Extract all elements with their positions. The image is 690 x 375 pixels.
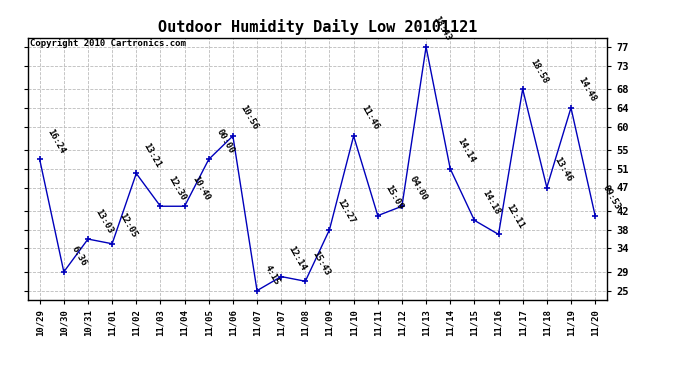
Text: 18:58: 18:58 [529,57,549,85]
Text: 14:14: 14:14 [456,137,477,165]
Text: 14:18: 14:18 [480,188,501,216]
Text: 12:05: 12:05 [118,212,139,240]
Text: 13:21: 13:21 [142,141,163,169]
Text: 16:24: 16:24 [46,128,66,155]
Text: 10:40: 10:40 [190,174,211,202]
Text: 00:00: 00:00 [215,128,235,155]
Text: 09:53: 09:53 [601,184,622,211]
Text: 15:43: 15:43 [311,249,332,277]
Text: 4:15: 4:15 [263,263,281,286]
Text: 13:46: 13:46 [553,156,573,183]
Text: 6:36: 6:36 [70,244,88,268]
Text: 12:14: 12:14 [287,244,308,272]
Text: 12:11: 12:11 [504,202,525,230]
Text: 10:56: 10:56 [239,104,259,132]
Text: 13:03: 13:03 [94,207,115,235]
Text: 11:46: 11:46 [359,104,380,132]
Title: Outdoor Humidity Daily Low 20101121: Outdoor Humidity Daily Low 20101121 [158,19,477,35]
Text: 15:09: 15:09 [384,184,404,211]
Text: 14:48: 14:48 [577,76,598,104]
Text: Copyright 2010 Cartronics.com: Copyright 2010 Cartronics.com [30,39,186,48]
Text: 18:43: 18:43 [432,15,453,43]
Text: 04:00: 04:00 [408,174,428,202]
Text: 12:27: 12:27 [335,198,356,225]
Text: 12:30: 12:30 [166,174,187,202]
